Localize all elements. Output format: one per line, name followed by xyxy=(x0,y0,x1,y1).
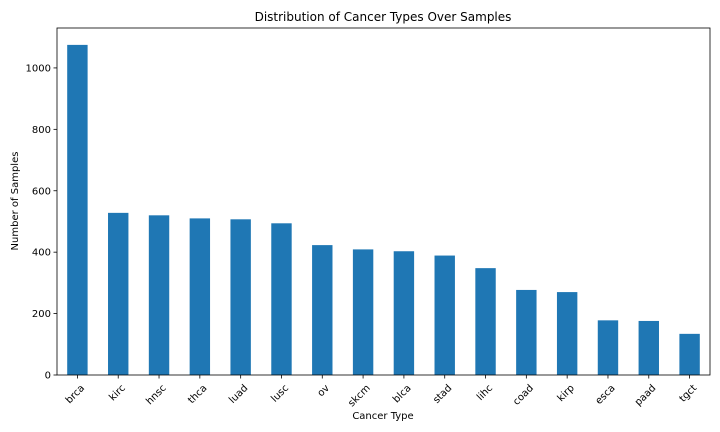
y-axis-label: Number of Samples xyxy=(10,152,21,251)
bar-brca xyxy=(67,44,88,375)
bar-ov xyxy=(312,245,333,375)
bar-stad xyxy=(434,255,455,375)
bar-kirp xyxy=(556,292,578,375)
bar-esca xyxy=(597,320,619,375)
bar-paad xyxy=(638,320,659,375)
bar-hnsc xyxy=(148,215,170,375)
plot-frame xyxy=(56,27,711,376)
bar-tgct xyxy=(679,333,700,375)
bar-luad xyxy=(230,219,251,375)
y-tick-label-0: 0 xyxy=(45,371,51,382)
bar-skcm xyxy=(352,249,374,375)
bar-lihc xyxy=(475,268,496,375)
bar-lusc xyxy=(271,223,292,375)
bar-thca xyxy=(189,218,211,375)
x-axis-label: Cancer Type xyxy=(352,411,413,422)
y-tick-label-200: 200 xyxy=(32,309,51,320)
y-tick-label-400: 400 xyxy=(32,248,51,259)
bar-coad xyxy=(516,289,537,375)
y-tick-label-600: 600 xyxy=(32,186,51,197)
y-tick-label-1000: 1000 xyxy=(26,63,51,74)
chart-title: Distribution of Cancer Types Over Sample… xyxy=(255,10,512,24)
bar-blca xyxy=(393,251,415,375)
y-tick-label-800: 800 xyxy=(32,125,51,136)
bar-kirc xyxy=(108,212,129,375)
